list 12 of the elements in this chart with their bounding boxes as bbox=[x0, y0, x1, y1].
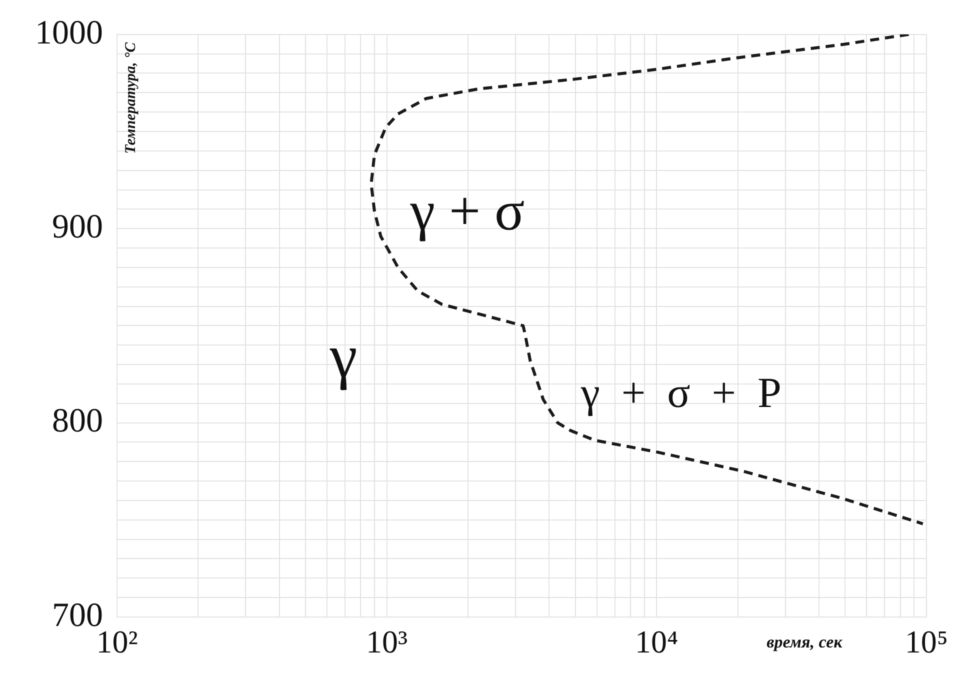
x-tick-label: 10³ bbox=[366, 624, 408, 660]
x-axis-title: время, сек bbox=[766, 632, 843, 652]
annotation: γ + σ bbox=[409, 180, 525, 243]
y-tick-label: 900 bbox=[52, 208, 103, 246]
y-tick-label: 700 bbox=[52, 596, 103, 634]
y-axis-title: Температура, °C bbox=[122, 41, 139, 154]
x-tick-label: 10⁴ bbox=[635, 624, 678, 660]
y-tick-label: 800 bbox=[52, 402, 103, 440]
annotation: γ + σ + P bbox=[580, 370, 782, 417]
y-tick-label: 1000 bbox=[35, 14, 103, 52]
annotation: γ bbox=[328, 322, 358, 391]
x-tick-label: 10⁵ bbox=[904, 624, 948, 660]
